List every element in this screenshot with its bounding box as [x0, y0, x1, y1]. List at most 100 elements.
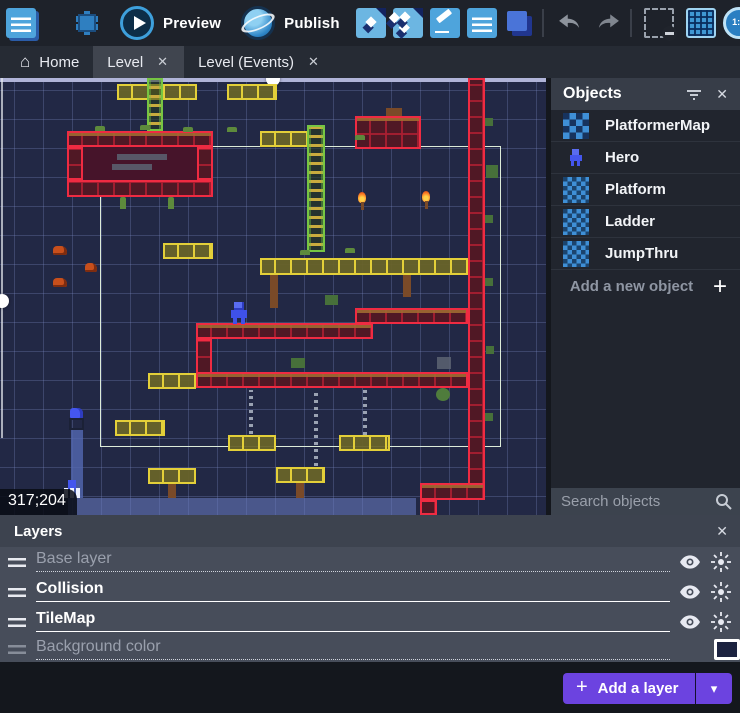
object-item-ladder[interactable]: Ladder: [551, 206, 740, 238]
publish-globe-icon[interactable]: [238, 6, 278, 40]
close-icon[interactable]: ✕: [716, 85, 728, 102]
tile-red-platform[interactable]: [67, 180, 213, 197]
drag-handle-icon[interactable]: [8, 557, 26, 567]
frame-block[interactable]: [69, 418, 84, 430]
drag-handle-icon[interactable]: [8, 617, 26, 627]
vine-sprout[interactable]: [120, 197, 126, 209]
grass-tuft[interactable]: [355, 135, 365, 140]
tile-red-wall[interactable]: [67, 147, 83, 180]
wall-decal[interactable]: [112, 164, 152, 170]
support-pole[interactable]: [168, 484, 176, 498]
redo-icon[interactable]: [592, 10, 622, 36]
layer-row-collision[interactable]: Collision: [0, 577, 740, 607]
tile-red-wall[interactable]: [420, 500, 437, 515]
chain[interactable]: [363, 390, 367, 435]
search-objects-input[interactable]: [551, 493, 711, 510]
add-layer-button[interactable]: + Add a layer: [562, 673, 695, 704]
drag-handle-icon[interactable]: [8, 587, 26, 597]
visibility-eye-icon[interactable]: [680, 582, 700, 602]
selection-handle-left[interactable]: [0, 294, 9, 308]
tile-yellow-platform[interactable]: [339, 435, 390, 451]
layers-stack-icon[interactable]: [504, 8, 534, 38]
layer-row-base[interactable]: Base layer: [0, 547, 740, 577]
tile-yellow-platform[interactable]: [148, 373, 196, 389]
background-color-swatch[interactable]: [714, 639, 740, 660]
grass-tuft[interactable]: [227, 127, 237, 132]
bush[interactable]: [291, 358, 305, 368]
tab-home[interactable]: ⌂ Home: [6, 46, 93, 78]
skeleton-decal[interactable]: [437, 357, 451, 369]
close-icon[interactable]: ✕: [157, 54, 169, 69]
tab-level-events[interactable]: Level (Events) ✕: [184, 46, 335, 78]
splash-sprite[interactable]: [68, 480, 76, 489]
events-list-icon[interactable]: [466, 8, 497, 38]
object-item-platformermap[interactable]: PlatformerMap: [551, 110, 740, 142]
grass-tuft[interactable]: [95, 126, 105, 131]
layer-name[interactable]: TileMap: [36, 610, 670, 632]
instances-editor-icon[interactable]: [392, 8, 423, 38]
tab-level[interactable]: Level ✕: [93, 46, 185, 78]
layer-name[interactable]: Background color: [36, 638, 670, 660]
chain[interactable]: [314, 390, 318, 466]
effects-icon[interactable]: [711, 582, 731, 602]
effects-icon[interactable]: [711, 612, 731, 632]
object-item-jumpthru[interactable]: JumpThru: [551, 238, 740, 270]
tile-yellow-platform[interactable]: [163, 243, 213, 259]
selection-left-edge[interactable]: [1, 78, 3, 438]
enemy-critter[interactable]: [85, 263, 97, 272]
grass-tuft[interactable]: [300, 250, 310, 255]
tile-red-platform[interactable]: [420, 483, 485, 500]
undo-icon[interactable]: [556, 10, 586, 36]
layer-name[interactable]: Collision: [36, 580, 670, 602]
zoom-to-initial-icon[interactable]: 1:1: [722, 7, 740, 39]
effects-icon[interactable]: [711, 552, 731, 572]
object-editor-icon[interactable]: [355, 8, 386, 38]
tile-red-platform[interactable]: [196, 372, 468, 388]
tile-yellow-platform[interactable]: [276, 467, 325, 483]
add-layer-dropdown-button[interactable]: ▾: [696, 673, 732, 704]
bird-sprite[interactable]: [70, 408, 83, 418]
bush[interactable]: [486, 346, 494, 354]
vine-curl[interactable]: [436, 388, 450, 401]
bottom-water-strip[interactable]: [68, 498, 416, 515]
project-manager-icon[interactable]: [6, 8, 36, 38]
wall-decal[interactable]: [117, 154, 167, 160]
add-new-object-button[interactable]: Add a new object +: [551, 270, 740, 303]
tile-red-platform[interactable]: [67, 131, 213, 147]
visibility-eye-icon[interactable]: [680, 552, 700, 572]
bush[interactable]: [485, 278, 493, 286]
torch[interactable]: [422, 191, 430, 209]
close-icon[interactable]: ✕: [307, 54, 319, 69]
grass-tuft[interactable]: [140, 125, 150, 130]
tile-red-wall[interactable]: [197, 147, 213, 180]
tile-red-platform[interactable]: [355, 308, 468, 324]
tile-red-platform[interactable]: [355, 116, 421, 149]
room-interior[interactable]: [83, 147, 197, 180]
edit-scene-icon[interactable]: [429, 8, 460, 38]
chain[interactable]: [249, 390, 253, 434]
support-pole[interactable]: [403, 275, 411, 297]
clear-selection-icon[interactable]: [643, 8, 677, 41]
layer-row-background-color[interactable]: Background color: [0, 637, 740, 662]
scene-canvas[interactable]: 317;204: [0, 78, 546, 515]
bush[interactable]: [485, 118, 493, 126]
ladder[interactable]: [147, 78, 163, 131]
tile-yellow-platform[interactable]: [115, 420, 165, 436]
tile-yellow-platform[interactable]: [227, 84, 277, 100]
tile-yellow-platform[interactable]: [228, 435, 276, 451]
bush[interactable]: [486, 165, 498, 178]
ladder[interactable]: [307, 125, 325, 252]
enemy-critter[interactable]: [53, 246, 67, 255]
preview-play-icon[interactable]: [120, 6, 154, 40]
tile-yellow-platform[interactable]: [260, 258, 468, 275]
preview-button[interactable]: Preview: [163, 14, 222, 32]
tile-yellow-platform[interactable]: [260, 131, 308, 147]
bush[interactable]: [485, 413, 493, 421]
torch[interactable]: [358, 192, 366, 210]
tile-red-wall[interactable]: [468, 78, 485, 500]
dirt-mound[interactable]: [386, 108, 402, 117]
grass-tuft[interactable]: [345, 248, 355, 253]
enemy-critter[interactable]: [53, 278, 67, 287]
layer-row-tilemap[interactable]: TileMap: [0, 607, 740, 637]
bush[interactable]: [485, 215, 493, 223]
